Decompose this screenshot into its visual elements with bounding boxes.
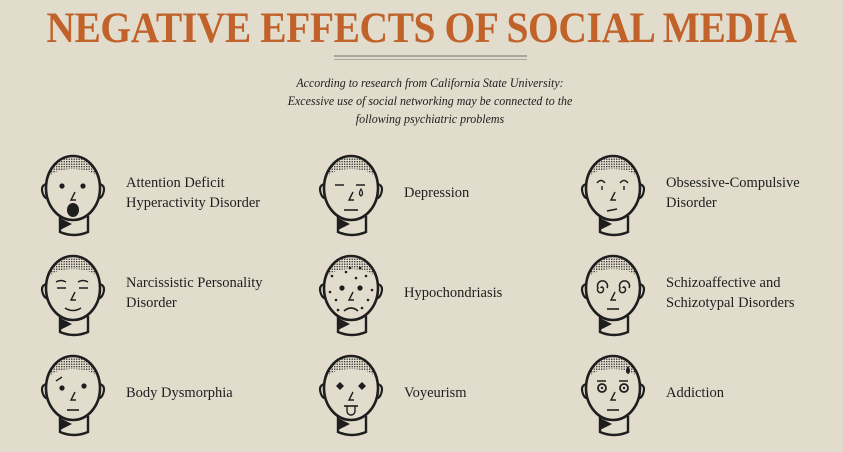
disorder-label: Voyeurism (404, 385, 467, 401)
disorder-label: Body Dysmorphia (126, 385, 233, 401)
disorder-label: Attention Deficit Hyperactivity Disorder (126, 175, 261, 211)
disorder-label: Depression (404, 185, 470, 201)
disorder-item: Narcissistic Personality Disorder (38, 248, 308, 343)
face-smug-icon (40, 254, 106, 337)
disorder-item: Schizoaffective and Schizotypal Disorder… (578, 248, 843, 343)
face-raised-brows-icon (580, 154, 646, 237)
subtitle-line: According to research from California St… (296, 75, 564, 90)
subtitle-line: Excessive use of social networking may b… (287, 93, 573, 108)
divider (334, 59, 527, 60)
subtitle-line: following psychiatric problems (355, 111, 505, 126)
divider (334, 55, 527, 57)
disorder-label: Hypochondriasis (404, 285, 503, 301)
face-spotted-frown-icon (318, 254, 384, 337)
page-title: NEGATIVE EFFECTS OF SOCIAL MEDIA (46, 5, 797, 52)
face-sweat-drop-icon (580, 354, 646, 437)
face-uneven-icon (40, 354, 106, 437)
disorder-label: Obsessive-Compulsive Disorder (666, 175, 800, 211)
disorder-label: Narcissistic Personality Disorder (126, 275, 263, 311)
disorder-label: Addiction (666, 385, 724, 401)
disorder-item: Hypochondriasis (316, 248, 586, 343)
face-surprised-icon (40, 154, 106, 237)
subtitle: According to research from California St… (246, 74, 614, 128)
disorder-item: Addiction (578, 348, 843, 443)
disorder-item: Body Dysmorphia (38, 348, 308, 443)
disorder-item: Obsessive-Compulsive Disorder (578, 148, 843, 243)
face-tongue-out-icon (318, 354, 384, 437)
disorder-item: Depression (316, 148, 586, 243)
face-spiral-eyes-icon (580, 254, 646, 337)
disorder-label: Schizoaffective and Schizotypal Disorder… (666, 275, 795, 311)
face-sad-tear-icon (318, 154, 384, 237)
disorder-item: Voyeurism (316, 348, 586, 443)
disorder-item: Attention Deficit Hyperactivity Disorder (38, 148, 308, 243)
